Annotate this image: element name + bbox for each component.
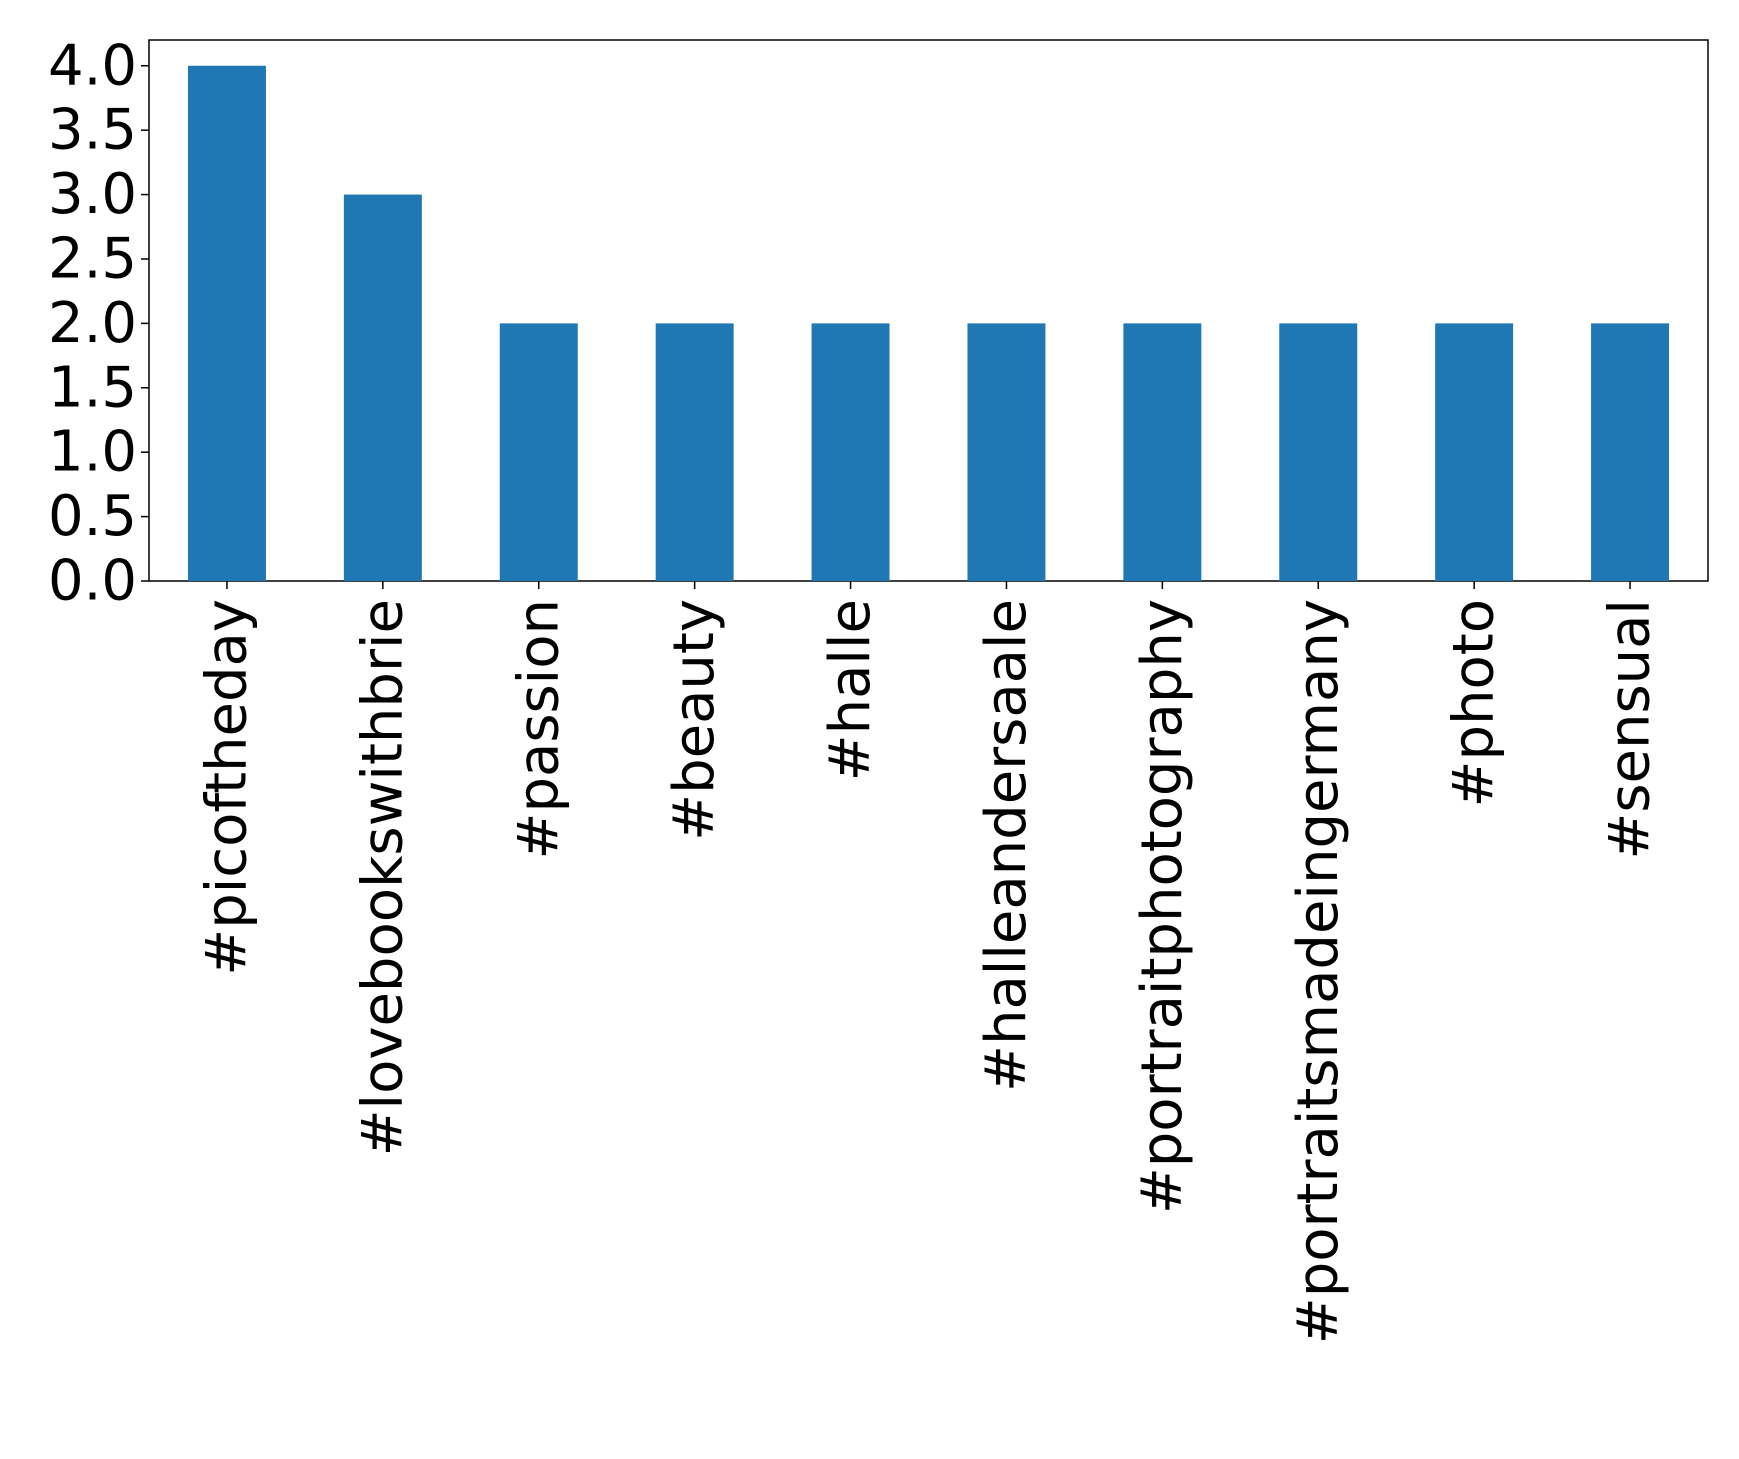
bar [655, 323, 734, 581]
x-tick-label: #lovebookswithbrie [350, 599, 415, 1156]
x-tick-label: #beauty [662, 599, 727, 841]
y-tick-label: 4.0 [48, 33, 137, 98]
x-tick-label: #halle [818, 599, 883, 781]
y-tick-label: 1.0 [48, 420, 137, 485]
x-tick-label: #portraitsmadeingermany [1286, 599, 1351, 1344]
y-tick-label: 1.5 [48, 355, 137, 420]
bar [1591, 323, 1670, 581]
bar [967, 323, 1046, 581]
x-tick-label: #picoftheday [194, 599, 259, 976]
x-tick-label: #sensual [1598, 599, 1663, 860]
y-tick-label: 0.5 [48, 484, 137, 549]
x-tick-label: #portraitphotography [1130, 599, 1195, 1214]
bar [811, 323, 890, 581]
y-tick-label: 2.0 [48, 291, 137, 356]
x-tick-label: #halleandersaale [974, 599, 1039, 1092]
bar [343, 194, 422, 582]
bar [1279, 323, 1358, 581]
x-tick-label: #passion [506, 599, 571, 859]
y-tick-label: 3.5 [48, 98, 137, 163]
bar [499, 323, 578, 581]
bar [1435, 323, 1514, 581]
y-tick-label: 3.0 [48, 162, 137, 227]
x-tick-label: #photo [1442, 599, 1507, 807]
plot-frame [148, 39, 1709, 582]
bar [187, 65, 266, 581]
y-tick-label: 0.0 [48, 549, 137, 614]
bar [1123, 323, 1202, 581]
y-tick-label: 2.5 [48, 226, 137, 291]
